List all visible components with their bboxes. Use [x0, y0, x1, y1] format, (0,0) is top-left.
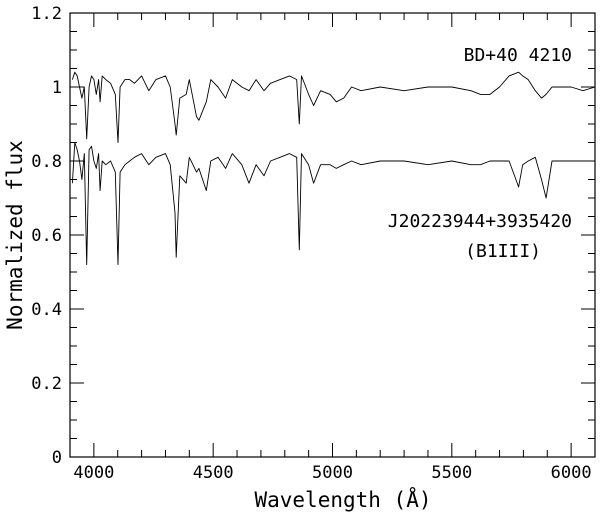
x-tick-label: 4000: [73, 463, 114, 483]
x-axis-title: Wavelength (Å): [254, 486, 431, 512]
x-tick-label: 5000: [312, 463, 353, 483]
series-bottom-line: [71, 142, 595, 266]
y-axis-ticks: 0 0.2 0.4 0.6 0.8 1 1.2: [31, 4, 595, 468]
bottom-star-label: J20223944+3935420: [388, 211, 572, 232]
x-tick-label: 5500: [431, 463, 472, 483]
x-tick-label: 6000: [551, 463, 592, 483]
x-axis-ticks: 4000 4500 5000 5500 6000: [69, 13, 596, 483]
y-tick-label: 0.6: [31, 226, 62, 246]
y-tick-label: 0.8: [31, 152, 62, 172]
y-tick-label: 0.2: [31, 374, 62, 394]
y-tick-label: 1.2: [31, 4, 62, 24]
y-axis-title: Normalized flux: [3, 140, 27, 330]
y-tick-label: 0: [52, 448, 62, 468]
top-star-label: BD+40 4210: [464, 45, 572, 66]
bottom-class-label: (B1III): [465, 241, 541, 262]
series-top-line: [71, 71, 596, 143]
series-layer: [71, 71, 596, 266]
y-tick-label: 0.4: [31, 300, 62, 320]
plot-frame: [69, 12, 596, 458]
y-tick-label: 1: [52, 78, 62, 98]
x-tick-label: 4500: [193, 463, 234, 483]
